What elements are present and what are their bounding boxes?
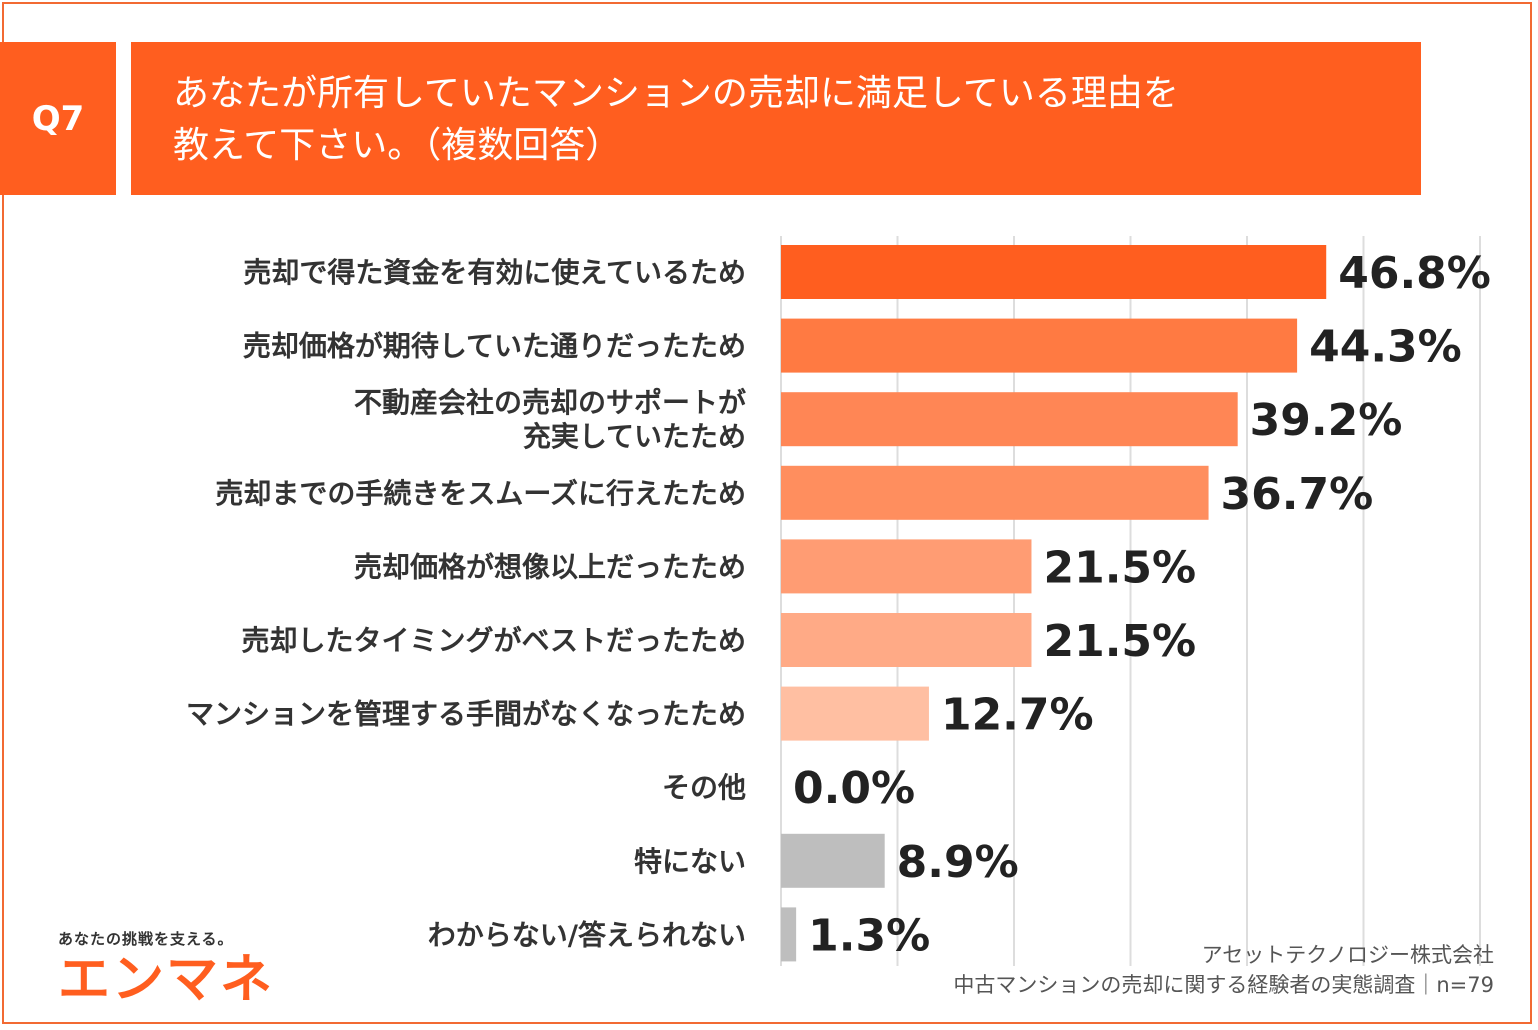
value-label: 0.0% — [793, 763, 915, 814]
bar — [781, 686, 929, 741]
category-label-line: 売却価格が想像以上だったため — [354, 550, 746, 583]
question-title-line-2: 教えて下さい。（複数回答） — [173, 125, 622, 166]
category-label-line: 不動産会社の売却のサポートが — [354, 386, 746, 419]
category-label: 売却価格が想像以上だったため — [354, 550, 746, 583]
source-survey: 中古マンションの売却に関する経験者の実態調査｜n=79 — [953, 973, 1494, 997]
category-label-line: 売却で得た資金を有効に使えているため — [243, 256, 746, 289]
value-label: 46.8% — [1338, 248, 1491, 299]
category-label: マンションを管理する手間がなくなったため — [186, 698, 746, 731]
category-label: 売却で得た資金を有効に使えているため — [243, 256, 746, 289]
bar — [781, 613, 1032, 667]
category-label-line: 特にない — [634, 845, 746, 878]
bar — [781, 539, 1032, 594]
bar — [781, 318, 1298, 373]
question-badge: Q7 — [0, 42, 116, 195]
category-label: その他 — [662, 771, 746, 804]
value-label: 8.9% — [897, 837, 1019, 888]
value-label: 12.7% — [941, 690, 1094, 741]
value-label: 44.3% — [1309, 322, 1462, 373]
category-label: 売却したタイミングがベストだったため — [241, 624, 746, 657]
bar — [781, 465, 1209, 520]
category-label-line: その他 — [662, 771, 746, 804]
category-label: 特にない — [634, 845, 746, 878]
value-label: 36.7% — [1221, 469, 1374, 520]
category-label: わからない/答えられない — [428, 918, 746, 951]
category-label-line: マンションを管理する手間がなくなったため — [186, 698, 746, 731]
value-label: 1.3% — [808, 910, 930, 961]
category-label-line: 売却価格が期待していた通りだったため — [243, 330, 746, 363]
category-label-line: 売却までの手続きをスムーズに行えたため — [215, 477, 746, 510]
category-label-line: 充実していたため — [523, 420, 746, 453]
value-label: 21.5% — [1043, 542, 1196, 593]
question-title: あなたが所有していたマンションの売却に満足している理由を 教えて下さい。（複数回… — [131, 42, 1421, 195]
bar — [781, 245, 1327, 299]
category-label: 売却までの手続きをスムーズに行えたため — [215, 477, 746, 510]
source-company: アセットテクノロジー株式会社 — [1201, 943, 1494, 967]
bar — [781, 907, 797, 962]
category-label: 売却価格が期待していた通りだったため — [243, 330, 746, 363]
brand: あなたの挑戦を支える。 エンマネ — [58, 928, 274, 1009]
value-label: 39.2% — [1250, 395, 1403, 446]
value-label: 21.5% — [1043, 616, 1196, 667]
brand-tagline: あなたの挑戦を支える。 — [58, 930, 234, 948]
bar — [781, 392, 1238, 447]
question-title-line-1: あなたが所有していたマンションの売却に満足している理由を — [173, 73, 1179, 114]
bar — [781, 833, 885, 888]
category-label-line: 売却したタイミングがベストだったため — [241, 624, 746, 657]
category-label: 不動産会社の売却のサポートが充実していたため — [354, 386, 746, 453]
category-label-line: わからない/答えられない — [428, 918, 746, 951]
source-note: アセットテクノロジー株式会社 中古マンションの売却に関する経験者の実態調査｜n=… — [953, 940, 1494, 1000]
brand-logo: エンマネ — [58, 950, 275, 1010]
